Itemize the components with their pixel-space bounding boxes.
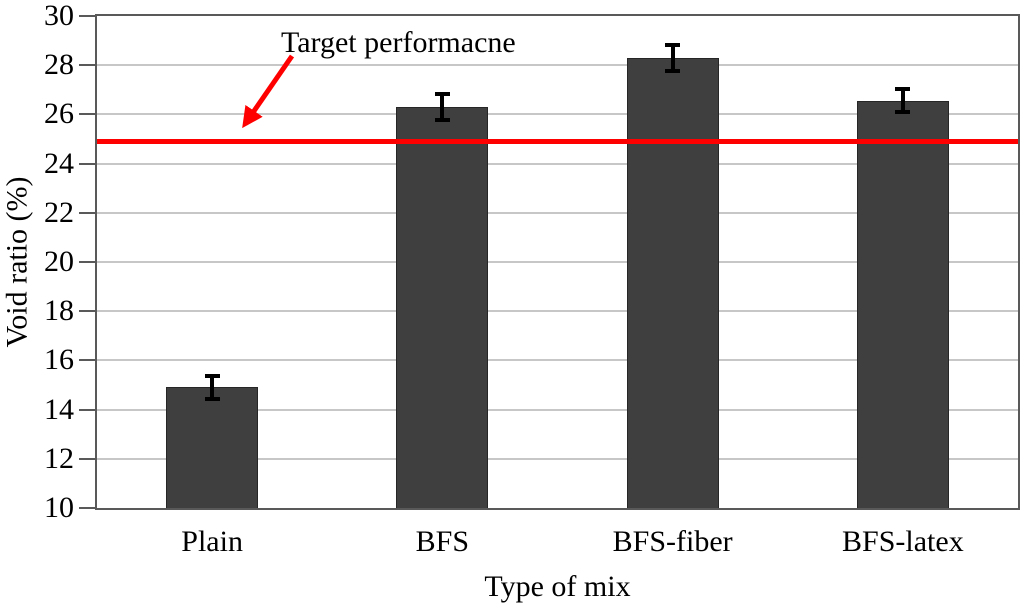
error-bar xyxy=(900,87,905,115)
y-tick-label: 26 xyxy=(44,97,74,131)
y-tick-mark xyxy=(79,457,95,460)
bar-bfs-fiber xyxy=(626,57,719,508)
error-bar-cap-bottom xyxy=(665,68,681,73)
y-tick-label: 22 xyxy=(44,195,74,229)
y-tick-mark xyxy=(79,15,95,17)
error-bar xyxy=(440,92,445,122)
error-bar xyxy=(670,43,675,73)
y-tick-mark xyxy=(79,408,95,411)
y-tick-label: 28 xyxy=(44,48,74,82)
y-tick-mark xyxy=(79,113,95,116)
y-tick-mark xyxy=(79,359,95,362)
gridline xyxy=(97,408,1018,411)
y-tick-mark xyxy=(79,310,95,313)
error-bar xyxy=(210,373,215,401)
target-line-label: Target performacne xyxy=(281,26,516,59)
gridline xyxy=(97,211,1018,214)
gridline xyxy=(97,359,1018,362)
y-tick-mark xyxy=(79,507,95,509)
error-bar-cap-top xyxy=(204,373,220,378)
x-category-label: Plain xyxy=(181,525,243,558)
y-tick-label: 18 xyxy=(44,294,74,328)
y-tick-label: 12 xyxy=(44,441,74,475)
x-axis-title-text: Type of mix xyxy=(484,570,631,603)
gridline xyxy=(97,261,1018,263)
gridline xyxy=(97,162,1018,165)
x-category-label: BFS-latex xyxy=(842,525,964,558)
y-tick-mark xyxy=(79,162,95,165)
bar-plain xyxy=(166,387,259,508)
gridline xyxy=(97,310,1018,313)
target-performance-line xyxy=(97,138,1018,144)
y-tick-label: 10 xyxy=(44,491,74,524)
error-bar-cap-bottom xyxy=(204,396,220,401)
y-tick-mark xyxy=(79,261,95,263)
error-bar-cap-bottom xyxy=(434,117,450,122)
error-bar-cap-bottom xyxy=(895,110,911,115)
gridline xyxy=(97,457,1018,460)
bar-bfs-latex xyxy=(856,100,949,508)
y-tick-label: 30 xyxy=(44,0,74,32)
bar-bfs xyxy=(396,107,489,508)
gridline xyxy=(97,64,1018,67)
y-axis-title-text: Void ratio (%) xyxy=(1,176,34,348)
error-bar-cap-top xyxy=(665,43,681,48)
error-bar-cap-top xyxy=(895,87,911,92)
y-axis-title: Void ratio (%) xyxy=(0,16,36,508)
y-tick-mark xyxy=(79,64,95,67)
x-category-label: BFS-fiber xyxy=(612,525,733,558)
gridline xyxy=(97,113,1018,116)
y-tick-label: 24 xyxy=(44,146,74,180)
y-tick-label: 20 xyxy=(44,245,74,278)
y-tick-label: 16 xyxy=(44,343,74,377)
plot-area xyxy=(95,14,1020,510)
x-category-label: BFS xyxy=(415,525,470,558)
error-bar-cap-top xyxy=(434,92,450,97)
y-tick-label: 14 xyxy=(44,392,74,426)
x-axis-title: Type of mix xyxy=(97,570,1018,604)
y-tick-mark xyxy=(79,211,95,214)
